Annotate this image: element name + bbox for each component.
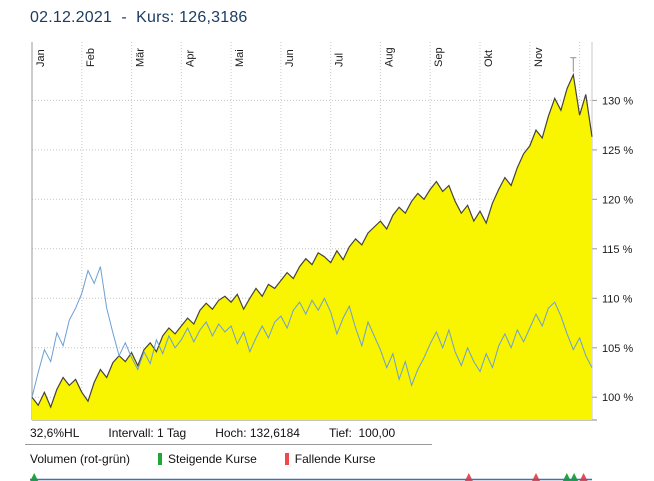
falling-kurse-icon <box>284 453 289 465</box>
svg-text:125 %: 125 % <box>602 145 633 157</box>
svg-text:120 %: 120 % <box>602 194 633 206</box>
chart-status-bar: 32,6%HL Intervall: 1 Tag Hoch: 132,6184 … <box>30 426 424 440</box>
status-interval: Intervall: 1 Tag <box>108 426 187 440</box>
svg-text:Jan: Jan <box>35 49 47 67</box>
chart-date-price-title: 02.12.2021 - Kurs: 126,3186 <box>30 9 248 26</box>
svg-text:Feb: Feb <box>85 48 97 67</box>
svg-text:Sep: Sep <box>433 47 445 67</box>
svg-text:Mai: Mai <box>234 49 246 67</box>
legend-volume-label: Volumen (rot-grün) <box>30 452 131 466</box>
svg-text:115 %: 115 % <box>602 244 633 256</box>
status-separator-line <box>25 444 432 445</box>
status-high: Hoch: 132,6184 <box>215 426 300 440</box>
chart-legend: Volumen (rot-grün) Steigende Kurse Falle… <box>30 452 376 466</box>
svg-text:130 %: 130 % <box>602 95 633 107</box>
svg-text:100 %: 100 % <box>602 392 633 404</box>
svg-text:Jul: Jul <box>334 53 346 67</box>
rising-kurse-icon <box>158 453 163 465</box>
volume-strip <box>30 473 592 481</box>
status-low: Tief: 100,00 <box>328 426 396 440</box>
svg-text:Jun: Jun <box>284 49 296 67</box>
svg-text:Aug: Aug <box>383 47 395 67</box>
svg-text:105 %: 105 % <box>602 343 633 355</box>
price-chart[interactable]: 100 % 105 % 110 % 115 % 120 % 125 % 130 % Jan Fe… <box>0 30 654 422</box>
svg-text:Okt: Okt <box>483 50 495 67</box>
status-range: 32,6%HL <box>30 426 80 440</box>
legend-rising-label: Steigende Kurse <box>168 452 257 466</box>
svg-text:Mär: Mär <box>135 48 147 67</box>
legend-falling-label: Fallende Kurse <box>294 452 376 466</box>
svg-text:110 %: 110 % <box>602 293 633 305</box>
svg-text:Apr: Apr <box>184 50 196 67</box>
svg-text:Nov: Nov <box>533 47 545 67</box>
